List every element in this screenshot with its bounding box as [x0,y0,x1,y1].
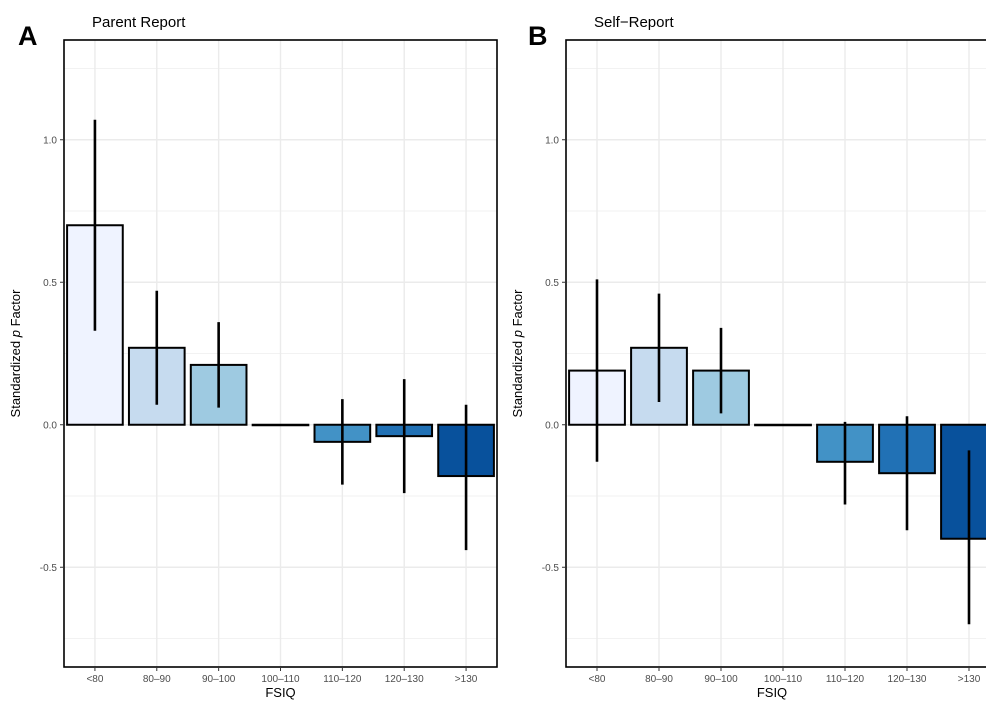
x-tick-label: 100–110 [261,674,300,685]
y-axis-title-italic: p [510,330,525,338]
x-tick-label: >130 [958,674,981,685]
x-tick-label: 80–90 [143,674,171,685]
panel-title: Parent Report [92,14,186,31]
x-tick-label: <80 [589,674,606,685]
x-tick-label: <80 [86,674,103,685]
y-axis: -0.5 0.0 0.5 1.0 [542,135,566,574]
x-tick-label: 120–130 [888,674,927,685]
y-axis-title-italic: p [8,330,23,338]
x-tick-label: 80–90 [645,674,673,685]
y-axis-title-part: Standardized [8,337,23,417]
chart-panel-b: B Self−Report -0.5 0.0 0.5 1.0 <80 80–90 90–100 1… [510,14,986,700]
grid [64,40,497,667]
y-tick-label: 1.0 [545,135,559,146]
x-axis: <80 80–90 90–100 100–110 110–120 120–130 >130 [86,667,478,685]
y-axis: -0.5 0.0 0.5 1.0 [40,135,64,574]
chart-panel-a: A Parent Report -0.5 0.0 0.5 1.0 <80 80–90 90–10… [8,14,498,700]
x-axis-title: FSIQ [265,685,295,700]
bar [251,423,310,427]
y-tick-label: -0.5 [40,563,58,574]
panel-letter: B [528,21,548,51]
error-bars [595,279,971,625]
grid [566,40,986,667]
y-tick-label: -0.5 [542,563,560,574]
bars [568,346,986,540]
x-axis-title: FSIQ [757,685,787,700]
y-axis-title-part: Standardized [510,337,525,417]
x-tick-label: 120–130 [385,674,424,685]
y-tick-label: 0.5 [43,278,57,289]
y-tick-label: 0.0 [545,420,559,431]
y-axis-title: Standardized p Factor [8,289,23,418]
y-tick-label: 0.0 [43,420,57,431]
bar [940,423,986,540]
bar [754,423,812,427]
y-tick-label: 0.5 [545,278,559,289]
x-axis: <80 80–90 90–100 100–110 110–120 120–130 >130 [589,667,981,685]
y-axis-title-part: Factor [510,289,525,330]
x-tick-label: >130 [455,674,478,685]
panel-letter: A [18,21,38,51]
error-bars [93,119,468,551]
x-tick-label: 110–120 [323,674,362,685]
y-axis-title-part: Factor [8,289,23,330]
y-axis-title: Standardized p Factor [510,289,525,418]
x-tick-label: 100–110 [764,674,803,685]
x-tick-label: 90–100 [202,674,236,685]
x-tick-label: 110–120 [826,674,865,685]
x-tick-label: 90–100 [704,674,738,685]
y-tick-label: 1.0 [43,135,57,146]
panel-title: Self−Report [594,14,674,31]
